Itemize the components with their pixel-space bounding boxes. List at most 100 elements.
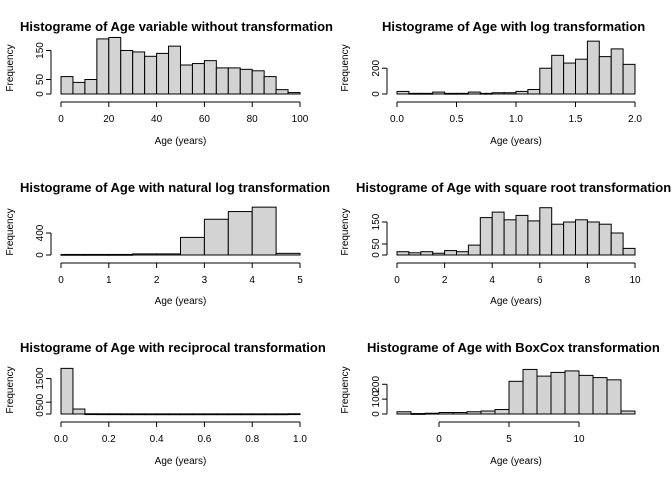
histogram-bar xyxy=(251,70,265,95)
histogram-bar xyxy=(287,92,301,95)
histogram-bar xyxy=(203,60,217,95)
histogram-bar xyxy=(420,92,434,95)
histogram-bar xyxy=(96,38,110,95)
histogram-bar xyxy=(60,76,74,95)
y-tick-label: 150 xyxy=(35,42,46,59)
y-tick-label: 0 xyxy=(35,411,46,417)
x-tick-label: 2 xyxy=(442,275,448,286)
histogram-bar xyxy=(239,68,253,95)
histogram-bar xyxy=(444,250,458,256)
y-tick-label: 200 xyxy=(371,59,382,76)
histogram-bar xyxy=(575,58,588,95)
x-tick-label: 100 xyxy=(292,114,309,125)
histogram-bar xyxy=(536,375,552,415)
chart-title: Histograme of Age with log transformatio… xyxy=(382,19,645,34)
histogram-bar xyxy=(227,413,241,416)
y-tick-label: 200 xyxy=(371,376,382,393)
y-axis-label: Frequency xyxy=(5,366,16,413)
histogram-bar xyxy=(620,410,636,415)
histogram-bar xyxy=(606,379,622,415)
histogram-bar xyxy=(108,36,122,95)
x-tick-label: 0.8 xyxy=(245,434,259,445)
histogram-bar xyxy=(396,411,412,415)
chart-title: Histograme of Age variable without trans… xyxy=(20,19,333,34)
histogram-bar xyxy=(456,92,469,95)
y-tick-label: 1500 xyxy=(35,367,46,390)
x-tick-label: 6 xyxy=(537,275,543,286)
histogram-bar xyxy=(396,90,410,95)
histogram-bar xyxy=(239,413,253,416)
histogram-bar xyxy=(144,413,158,416)
histogram-bar xyxy=(479,92,493,95)
x-axis-label: Age (years) xyxy=(155,296,207,307)
x-tick-label: 20 xyxy=(103,114,115,125)
histogram-bar xyxy=(84,413,98,416)
histogram-bar xyxy=(479,217,493,256)
x-tick-label: 0.0 xyxy=(390,114,404,125)
y-axis-label: Frequency xyxy=(340,44,351,91)
histogram-bar xyxy=(180,413,193,416)
x-tick-label: 0 xyxy=(436,434,442,445)
histogram-bar xyxy=(410,413,426,415)
histogram-bar xyxy=(444,92,458,95)
x-tick-label: 0.4 xyxy=(150,434,164,445)
y-tick-label: 0 xyxy=(35,91,46,97)
histogram-bar xyxy=(408,252,422,256)
y-tick-label: 0 xyxy=(35,252,46,258)
histogram-bar xyxy=(610,232,624,256)
histogram-bar xyxy=(527,88,541,95)
histogram-bar xyxy=(424,412,440,415)
histogram-bar xyxy=(456,251,469,256)
x-axis-label: Age (years) xyxy=(155,136,207,147)
histogram-bar xyxy=(432,252,446,256)
x-tick-label: 40 xyxy=(151,114,163,125)
histogram-bar xyxy=(551,223,565,256)
x-axis-label: Age (years) xyxy=(490,456,542,467)
x-tick-label: 10 xyxy=(629,275,641,286)
histogram-bar xyxy=(263,413,277,416)
histogram-bar xyxy=(60,367,74,415)
histogram-bar xyxy=(275,413,289,416)
histogram-bar xyxy=(515,90,529,95)
histogram-panel-6: Histograme of Age with BoxCox transforma… xyxy=(340,340,660,467)
histogram-bar xyxy=(551,54,565,95)
histogram-bar xyxy=(539,67,553,95)
histogram-bar xyxy=(563,62,576,95)
histogram-bar xyxy=(156,253,182,256)
histogram-bar xyxy=(180,64,193,95)
x-tick-label: 1 xyxy=(106,275,112,286)
histogram-bar xyxy=(564,370,580,415)
histogram-bar xyxy=(215,413,229,416)
histogram-bar xyxy=(622,63,636,95)
histogram-bar xyxy=(494,409,510,415)
x-tick-label: 0 xyxy=(58,114,64,125)
x-tick-label: 4 xyxy=(489,275,495,286)
histogram-bar xyxy=(622,247,636,256)
histogram-bar xyxy=(598,56,612,95)
histogram-panel-5: Histograme of Age with reciprocal transf… xyxy=(5,340,326,467)
x-tick-label: 2 xyxy=(154,275,160,286)
chart-title: Histograme of Age with reciprocal transf… xyxy=(20,340,326,355)
histogram-bar xyxy=(156,413,170,416)
x-tick-label: 60 xyxy=(199,114,211,125)
x-tick-label: 3 xyxy=(202,275,208,286)
histogram-panel-3: Histograme of Age with natural log trans… xyxy=(5,180,330,307)
x-tick-label: 1.0 xyxy=(509,114,523,125)
histogram-bar xyxy=(191,413,205,416)
x-axis-label: Age (years) xyxy=(155,456,207,467)
histogram-bar xyxy=(522,368,538,415)
y-tick-label: 150 xyxy=(371,213,382,230)
y-tick-label: 400 xyxy=(35,224,46,241)
histogram-bar xyxy=(563,221,576,256)
histogram-bar xyxy=(275,89,289,95)
histogram-bar xyxy=(586,221,600,256)
y-tick-label: 100 xyxy=(371,390,382,407)
histogram-bar xyxy=(420,251,434,256)
x-axis-label: Age (years) xyxy=(490,296,542,307)
x-tick-label: 4 xyxy=(249,275,255,286)
histogram-bar xyxy=(156,52,170,95)
chart-title: Histograme of Age with square root trans… xyxy=(356,180,671,195)
histogram-bar xyxy=(251,413,265,416)
histogram-bar xyxy=(180,236,205,256)
